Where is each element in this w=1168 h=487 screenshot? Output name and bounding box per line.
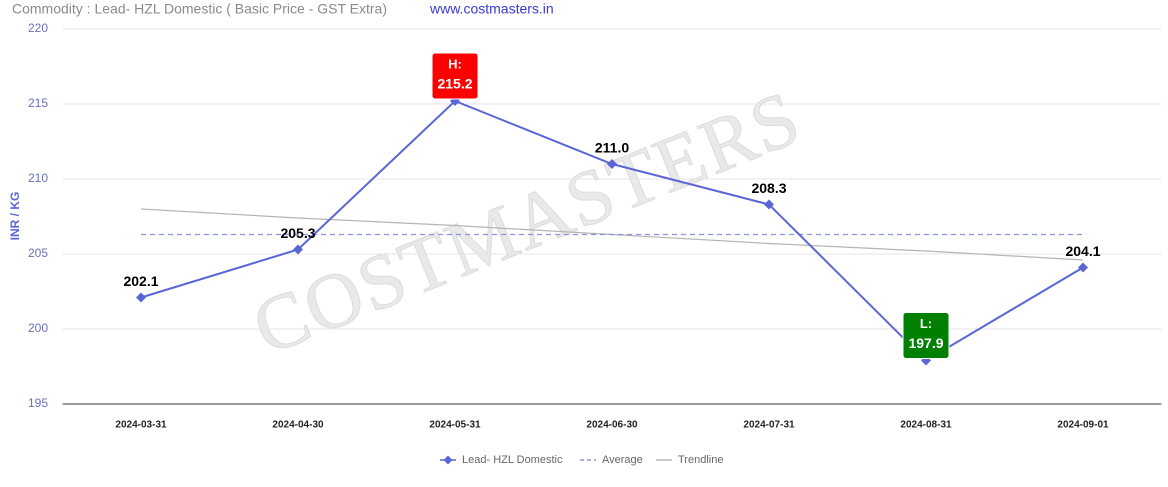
legend-label: Average [602,454,643,466]
y-axis-label: INR / KG [8,192,22,241]
x-tick-label: 2024-09-01 [1057,420,1109,431]
chart-title: Commodity : Lead- HZL Domestic ( Basic P… [12,1,387,17]
x-tick-label: 2024-04-30 [272,420,324,431]
point-marker [764,199,774,210]
extreme-label-tag: L: [920,316,932,331]
legend-label: Trendline [678,454,723,466]
x-tick-label: 2024-05-31 [429,420,481,431]
legend-marker [443,455,453,465]
point-marker [136,292,146,303]
x-tick-label: 2024-06-30 [586,420,638,431]
x-tick-label: 2024-08-31 [900,420,952,431]
y-tick-label: 215 [28,96,48,110]
x-tick-label: 2024-03-31 [115,420,167,431]
y-tick-label: 205 [28,246,48,260]
data-label: 215.2 [437,76,472,92]
point-marker [293,244,303,255]
y-tick-label: 195 [28,396,48,410]
data-label: 208.3 [751,180,786,196]
y-tick-label: 200 [28,321,48,335]
extreme-label-tag: H: [448,56,462,71]
data-label: 202.1 [123,273,158,289]
chart-subtitle: www.costmasters.in [429,1,554,17]
data-label: 205.3 [280,225,315,241]
extreme-label-box [431,52,479,100]
data-label: 197.9 [908,335,943,351]
x-tick-label: 2024-07-31 [743,420,795,431]
y-tick-label: 210 [28,171,48,185]
y-tick-label: 220 [28,21,48,35]
legend-label: Lead- HZL Domestic [462,454,563,466]
point-marker [1078,262,1088,273]
data-label: 204.1 [1065,243,1100,259]
extreme-label-box [902,312,950,359]
point-marker [607,159,617,169]
data-label: 211.0 [595,140,629,156]
